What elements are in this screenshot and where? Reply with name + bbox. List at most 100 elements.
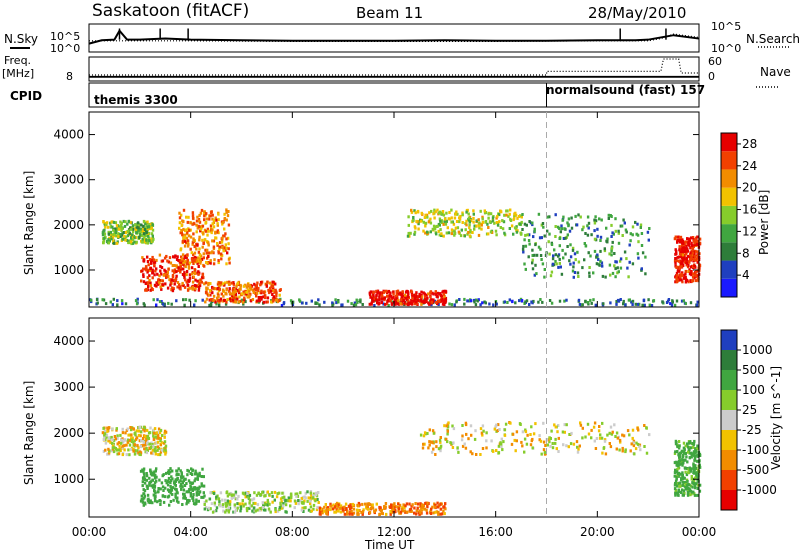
velocity-cell [626, 429, 630, 433]
power-cell [483, 209, 486, 213]
velocity-cell [247, 495, 250, 499]
velocity-cell [132, 427, 135, 431]
power-cell [613, 264, 616, 268]
power-cell [243, 292, 246, 296]
power-cell [147, 263, 150, 267]
velocity-cell [691, 445, 695, 449]
power-cell [359, 300, 362, 304]
velocity-cell [263, 494, 266, 498]
velocity-cell [105, 435, 108, 439]
velocity-cell [120, 438, 124, 442]
velocity-cell [153, 431, 156, 435]
power-cell [337, 300, 340, 304]
velocity-cell [696, 453, 699, 457]
power-cell [193, 244, 197, 248]
power-cell [400, 300, 403, 304]
velocity-cell [366, 504, 369, 508]
power-cell [201, 272, 205, 276]
power-cell [609, 273, 612, 277]
velocity-cell [186, 468, 189, 472]
power-cell [535, 253, 539, 257]
velocity-cell [608, 442, 611, 445]
velocity-cell [554, 441, 557, 445]
velocity-cell [439, 436, 442, 439]
velocity-cell [481, 447, 485, 450]
velocity-cell [643, 424, 646, 427]
velocity-cell [538, 434, 541, 438]
power-cell [120, 229, 123, 233]
power-cell [392, 292, 395, 296]
velocity-cell [330, 504, 333, 508]
velocity-cell [123, 448, 126, 452]
velocity-cell [694, 447, 697, 451]
power-cell [234, 289, 238, 293]
velocity-cell [334, 505, 337, 509]
velocity-cell [151, 501, 154, 505]
velocity-cell [117, 452, 121, 456]
velocity-cell [430, 507, 433, 511]
power-cell [101, 233, 105, 237]
power-cell [613, 252, 616, 255]
velocity-cell [299, 491, 302, 495]
velocity-cell [686, 479, 689, 483]
power-cell [499, 209, 502, 213]
power-cell [211, 222, 214, 226]
power-cell [531, 261, 534, 265]
velocity-cell [261, 490, 264, 494]
velocity-cell [232, 510, 235, 514]
velocity-cell [192, 502, 196, 506]
power-cell [569, 243, 572, 247]
power-cell [197, 272, 200, 276]
power-cell [190, 257, 194, 261]
power-cell [205, 212, 208, 216]
velocity-cell [405, 510, 409, 514]
power-cell [183, 271, 186, 275]
power-cell [141, 256, 144, 260]
power-cell [147, 236, 151, 240]
power-cell [200, 280, 203, 284]
velocity-cell [261, 501, 264, 505]
velocity-cell [615, 447, 618, 451]
power-cell [187, 242, 190, 246]
velocity-cell [179, 469, 182, 473]
velocity-cell [306, 490, 309, 494]
power-cell [183, 233, 186, 237]
velocity-cell [389, 512, 392, 516]
velocity-colorbar-tick-label: -500 [742, 463, 769, 477]
power-cell [434, 210, 437, 214]
power-cell [450, 232, 453, 236]
velocity-cell [141, 497, 145, 501]
power-cell [223, 212, 226, 216]
power-cell [352, 303, 356, 307]
velocity-cell [164, 448, 167, 452]
power-cell [107, 238, 110, 242]
velocity-cell [154, 435, 158, 439]
power-cell [134, 299, 138, 303]
power-cell [267, 288, 270, 292]
power-cell [255, 294, 258, 298]
velocity-cell [242, 492, 246, 496]
power-cell [114, 221, 118, 225]
power-cell [634, 302, 637, 306]
power-cell [218, 281, 221, 285]
velocity-cell [207, 506, 211, 510]
power-cell [161, 259, 165, 263]
velocity-cell [122, 440, 125, 444]
velocity-cell [343, 512, 347, 516]
velocity-cell [121, 444, 124, 448]
power-cell [605, 226, 608, 230]
power-cell [209, 261, 212, 265]
power-cell [102, 220, 105, 223]
power-cell [305, 301, 308, 305]
power-cell [431, 227, 434, 231]
power-cell [156, 298, 159, 302]
power-cell [234, 292, 238, 296]
power-cell [619, 257, 623, 261]
power-cell [438, 233, 441, 237]
velocity-colorbar-segment [721, 410, 737, 430]
velocity-cell [318, 509, 322, 513]
power-cell [683, 258, 686, 262]
velocity-cell [677, 466, 680, 470]
velocity-cell [146, 428, 149, 432]
velocity-cell [171, 477, 174, 481]
